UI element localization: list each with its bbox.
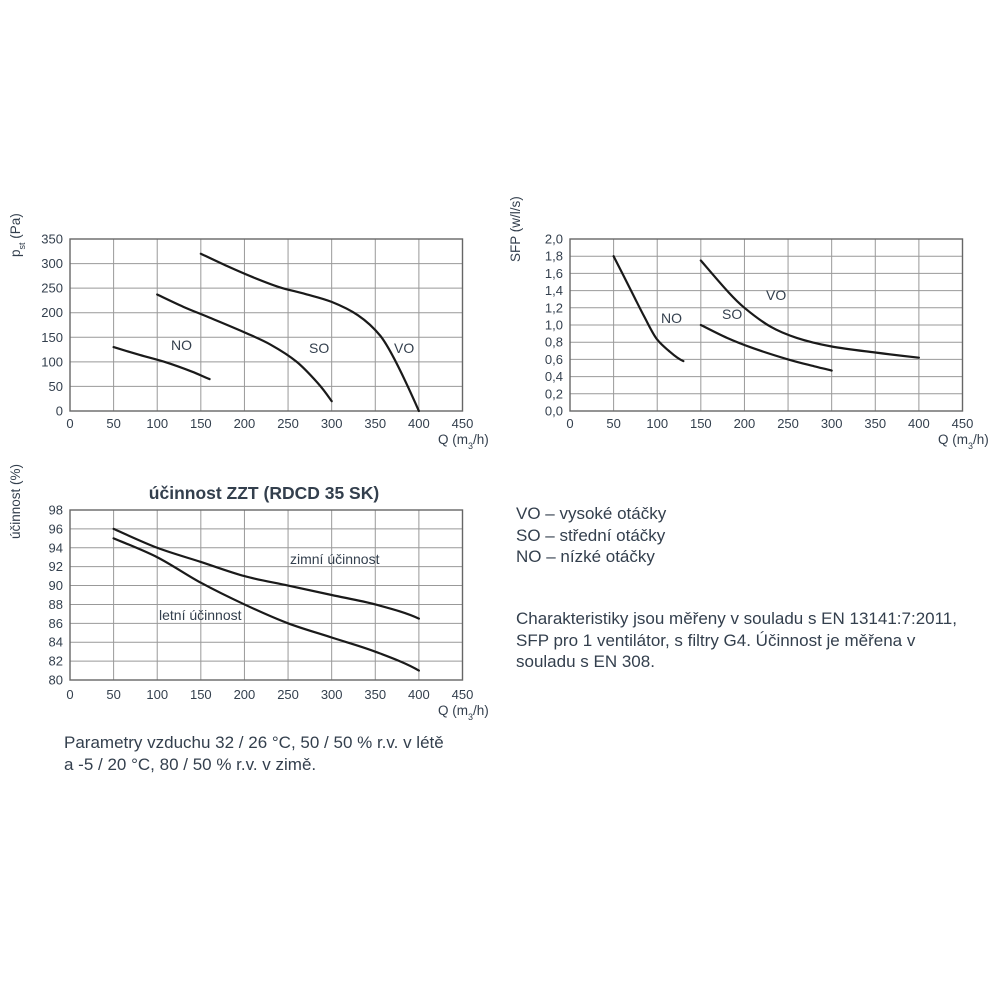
svg-text:86: 86 xyxy=(49,616,63,631)
svg-text:1,6: 1,6 xyxy=(545,266,563,281)
svg-text:200: 200 xyxy=(234,687,256,702)
svg-text:50: 50 xyxy=(49,379,63,394)
svg-text:pst (Pa): pst (Pa) xyxy=(8,213,27,257)
svg-text:300: 300 xyxy=(821,416,843,431)
svg-text:300: 300 xyxy=(321,687,343,702)
svg-text:0,2: 0,2 xyxy=(545,386,563,401)
svg-text:300: 300 xyxy=(321,416,343,431)
svg-text:100: 100 xyxy=(146,416,168,431)
svg-text:VO: VO xyxy=(394,340,414,356)
svg-text:150: 150 xyxy=(690,416,712,431)
svg-text:50: 50 xyxy=(106,416,120,431)
svg-text:150: 150 xyxy=(41,330,63,345)
svg-text:250: 250 xyxy=(41,281,63,296)
svg-text:400: 400 xyxy=(408,687,430,702)
svg-text:50: 50 xyxy=(106,687,120,702)
svg-text:250: 250 xyxy=(777,416,799,431)
svg-text:účinnost ZZT (RDCD 35 SK): účinnost ZZT (RDCD 35 SK) xyxy=(149,483,379,503)
svg-text:0,0: 0,0 xyxy=(545,404,563,419)
svg-text:0,8: 0,8 xyxy=(545,335,563,350)
svg-text:450: 450 xyxy=(452,416,474,431)
svg-text:0: 0 xyxy=(566,416,573,431)
svg-text:Q (m3/h): Q (m3/h) xyxy=(438,432,489,450)
svg-text:350: 350 xyxy=(41,232,63,247)
svg-text:zimní účinnost: zimní účinnost xyxy=(290,551,380,567)
svg-text:50: 50 xyxy=(606,416,620,431)
svg-text:400: 400 xyxy=(408,416,430,431)
svg-text:90: 90 xyxy=(49,578,63,593)
svg-text:1,4: 1,4 xyxy=(545,283,563,298)
svg-text:100: 100 xyxy=(646,416,668,431)
svg-text:200: 200 xyxy=(234,416,256,431)
svg-text:96: 96 xyxy=(49,521,63,536)
svg-text:80: 80 xyxy=(49,673,63,688)
svg-text:účinnost (%): účinnost (%) xyxy=(8,464,23,539)
svg-text:450: 450 xyxy=(952,416,974,431)
svg-text:88: 88 xyxy=(49,597,63,612)
svg-text:1,2: 1,2 xyxy=(545,300,563,315)
svg-text:150: 150 xyxy=(190,416,212,431)
svg-text:200: 200 xyxy=(734,416,756,431)
svg-text:letní účinnost: letní účinnost xyxy=(159,607,242,623)
svg-text:100: 100 xyxy=(41,354,63,369)
svg-text:0: 0 xyxy=(66,416,73,431)
svg-text:82: 82 xyxy=(49,654,63,669)
svg-text:450: 450 xyxy=(452,687,474,702)
svg-text:250: 250 xyxy=(277,416,299,431)
svg-text:98: 98 xyxy=(49,503,63,518)
svg-text:100: 100 xyxy=(146,687,168,702)
svg-text:300: 300 xyxy=(41,256,63,271)
svg-text:1,0: 1,0 xyxy=(545,318,563,333)
svg-text:350: 350 xyxy=(864,416,886,431)
svg-text:400: 400 xyxy=(908,416,930,431)
svg-text:350: 350 xyxy=(364,687,386,702)
svg-text:350: 350 xyxy=(364,416,386,431)
svg-text:1,8: 1,8 xyxy=(545,249,563,264)
svg-text:NO: NO xyxy=(171,337,192,353)
svg-text:2,0: 2,0 xyxy=(545,232,563,247)
svg-text:0: 0 xyxy=(66,687,73,702)
svg-text:0,6: 0,6 xyxy=(545,352,563,367)
svg-text:0,4: 0,4 xyxy=(545,369,563,384)
svg-text:250: 250 xyxy=(277,687,299,702)
svg-text:SO: SO xyxy=(722,306,742,322)
svg-text:VO: VO xyxy=(766,287,786,303)
svg-text:Q (m3/h): Q (m3/h) xyxy=(438,703,489,722)
svg-text:200: 200 xyxy=(41,305,63,320)
svg-text:SFP (w/l/s): SFP (w/l/s) xyxy=(508,196,523,262)
svg-text:94: 94 xyxy=(49,540,63,555)
svg-text:0: 0 xyxy=(56,404,63,419)
svg-text:SO: SO xyxy=(309,340,329,356)
svg-text:84: 84 xyxy=(49,635,63,650)
svg-text:Q (m3/h): Q (m3/h) xyxy=(938,432,989,450)
svg-text:NO: NO xyxy=(661,310,682,326)
svg-text:92: 92 xyxy=(49,559,63,574)
svg-text:150: 150 xyxy=(190,687,212,702)
